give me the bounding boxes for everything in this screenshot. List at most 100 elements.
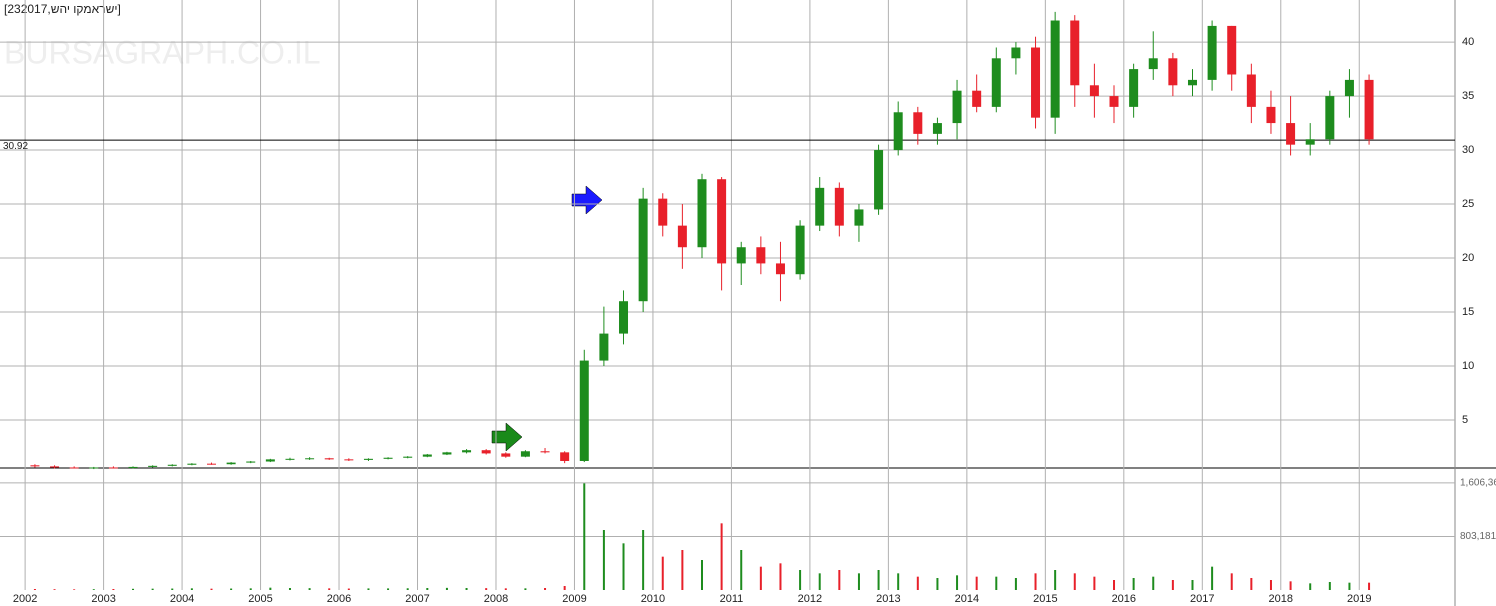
volume-bar (642, 530, 645, 590)
candle-body (108, 467, 118, 469)
y-tick-label: 20 (1462, 252, 1474, 264)
volume-bar (132, 588, 135, 590)
x-tick-label: 2010 (641, 593, 665, 605)
volume-bar (288, 588, 291, 590)
candle-body (344, 459, 354, 461)
watermark: BURSAGRAPH.CO.IL (4, 34, 321, 70)
volume-bar (1113, 580, 1116, 590)
volume-bar (916, 576, 919, 590)
candle-body (952, 90, 962, 124)
volume-bar (406, 588, 409, 590)
candle-body (638, 198, 648, 302)
candle-body (1227, 25, 1237, 75)
candle-body (324, 458, 334, 460)
volume-bar (328, 588, 331, 590)
x-tick-label: 2007 (405, 593, 429, 605)
volume-tick-label: 1,606,36 (1460, 478, 1496, 489)
x-tick-label: 2019 (1347, 593, 1371, 605)
volume-bar (230, 588, 233, 590)
candle-body (658, 198, 668, 226)
volume-bar (563, 586, 566, 590)
candle-body (383, 457, 393, 459)
candle-body (1286, 123, 1296, 145)
candle-body (1325, 96, 1335, 140)
candle-body (50, 466, 60, 468)
candle-body (207, 463, 217, 465)
x-tick-label: 2015 (1033, 593, 1057, 605)
candle-body (815, 187, 825, 226)
candle-body (697, 179, 707, 248)
candle-body (1168, 58, 1178, 86)
volume-bar (975, 576, 978, 590)
volume-bar (269, 587, 272, 590)
volume-bar (1014, 578, 1017, 590)
candle-body (540, 451, 550, 453)
volume-bar (1309, 583, 1312, 590)
candle-body (1344, 79, 1354, 97)
volume-bar (1132, 578, 1135, 590)
x-tick-label: 2003 (91, 593, 115, 605)
candle-body (481, 450, 491, 454)
volume-bar (1328, 582, 1331, 590)
candle-body (1187, 79, 1197, 86)
candle-body (422, 454, 432, 457)
volume-bar (681, 550, 684, 590)
candle-body (187, 463, 197, 465)
candle-body (403, 456, 413, 458)
volume-bar (151, 588, 154, 590)
volume-bar (995, 576, 998, 590)
candle-body (1109, 96, 1119, 107)
volume-bar (818, 573, 821, 590)
volume-bar (485, 588, 488, 590)
volume-bar (92, 589, 95, 590)
candle-body (834, 187, 844, 226)
candle-body (1207, 25, 1217, 80)
candle-body (913, 112, 923, 134)
volume-bar (112, 589, 115, 590)
volume-bar (936, 578, 939, 590)
green-arrow (491, 422, 523, 452)
volume-bar (857, 573, 860, 590)
volume-bar (700, 560, 703, 590)
candle-body (1305, 139, 1315, 145)
x-tick-label: 2016 (1112, 593, 1136, 605)
volume-bar (877, 570, 880, 590)
candle-body (854, 209, 864, 226)
volume-bar (190, 588, 193, 590)
candle-body (736, 247, 746, 264)
volume-bar (1368, 582, 1371, 590)
volume-bar (1230, 573, 1233, 590)
volume-bar (1073, 573, 1076, 590)
candle-body (285, 458, 295, 460)
volume-bar (1250, 578, 1253, 590)
volume-bar (1054, 570, 1057, 590)
candle-body (1070, 20, 1080, 86)
candle-body (599, 333, 609, 361)
candle-body (560, 452, 570, 461)
y-tick-label: 25 (1462, 198, 1474, 210)
volume-bar (1289, 581, 1292, 590)
volume-bar (387, 588, 390, 590)
candle-body (579, 360, 589, 461)
candle-body (972, 90, 982, 107)
candle-body (305, 458, 315, 460)
volume-bar (249, 588, 252, 590)
x-tick-label: 2017 (1190, 593, 1214, 605)
candle-body (520, 451, 530, 457)
candle-body (1266, 106, 1276, 124)
x-tick-label: 2008 (484, 593, 508, 605)
candle-body (1031, 47, 1041, 118)
volume-bar (171, 588, 174, 590)
y-tick-label: 35 (1462, 90, 1474, 102)
volume-bar (1191, 580, 1194, 590)
candle-body (1011, 47, 1021, 59)
candle-body (756, 247, 766, 264)
volume-bar (73, 589, 76, 590)
volume-bar (504, 588, 507, 590)
candle-body (1246, 74, 1256, 107)
candle-body (717, 179, 727, 264)
volume-bar (602, 530, 605, 590)
candle-body (363, 458, 373, 460)
candle-body (226, 462, 236, 465)
